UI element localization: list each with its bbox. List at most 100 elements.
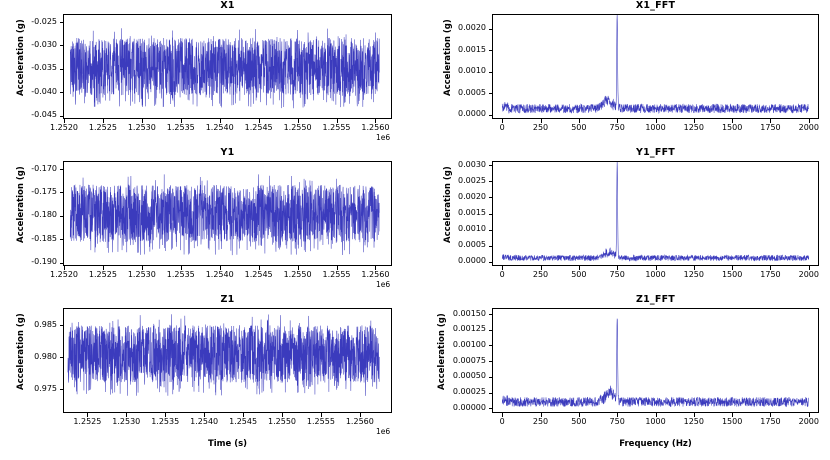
x-tick-label-x1-7: 1.2555 — [322, 123, 351, 132]
plot-area-z1 — [63, 308, 392, 413]
y-tickmark — [488, 408, 492, 410]
y-tick-label-y1_fft-3: 0.0015 — [458, 208, 486, 217]
x-tick-label-z1_fft-5: 1250 — [683, 417, 704, 426]
x-tick-label-z1-6: 1.2555 — [306, 417, 335, 426]
x-tickmark — [336, 266, 338, 270]
plot-title-z1_fft: Z1_FFT — [636, 294, 675, 305]
x-tick-label-x1_fft-5: 1250 — [683, 123, 704, 132]
y-tick-label-z1_fft-6: 0.00150 — [452, 308, 486, 318]
plot-title-z1: Z1 — [220, 294, 235, 305]
plot-panel-x1_fft: X1_FFT 0.0000 0.0005 0.0010 0.0015 0.0020 0 250… — [443, 0, 819, 132]
y-tick-label-x1-1: -0.040 — [31, 86, 57, 96]
x-tickmark — [243, 413, 245, 417]
x-tickmark — [359, 413, 361, 417]
x-tickmark — [732, 119, 734, 123]
x-tick-label-z1_fft-1: 250 — [532, 417, 549, 426]
x-tick-label-y1_fft-3: 750 — [609, 270, 625, 279]
y-tickmark — [488, 329, 492, 331]
y-tickmark — [488, 28, 492, 30]
x-tickmark — [808, 119, 810, 123]
x-tickmark — [336, 119, 338, 123]
x-tickmark — [87, 413, 89, 417]
y-tickmark — [488, 229, 492, 231]
x-tick-label-z1_fft-3: 750 — [609, 417, 625, 426]
x-tick-label-y1_fft-4: 1000 — [645, 270, 666, 279]
y-axis-label-z1_fft: Acceleration (g) — [437, 312, 447, 390]
x-tick-label-z1-2: 1.2535 — [151, 417, 180, 426]
plot-area-y1 — [63, 161, 392, 266]
x-tick-label-z1-5: 1.2550 — [268, 417, 296, 426]
x-tick-label-x1_fft-8: 2000 — [798, 123, 819, 132]
x-tickmark — [141, 266, 143, 270]
y-tick-label-y1-3: -0.175 — [31, 186, 57, 196]
x-tick-label-y1-6: 1.2550 — [283, 270, 312, 279]
y-tick-label-z1-0: 0.975 — [34, 383, 57, 393]
y-tick-label-y1_fft-1: 0.0005 — [458, 240, 486, 250]
x-tickmark — [258, 266, 260, 270]
x-tick-label-y1-4: 1.2540 — [205, 270, 234, 279]
x-tickmark — [204, 413, 206, 417]
y-tick-label-y1-2: -0.180 — [31, 210, 57, 220]
x-tick-label-z1_fft-2: 500 — [571, 417, 587, 426]
x-tickmark — [693, 119, 695, 123]
x-tick-label-x1-3: 1.2535 — [166, 123, 195, 132]
x-tick-label-z1_fft-8: 2000 — [798, 417, 819, 426]
y-tick-label-x1_fft-0: 0.0000 — [458, 109, 486, 119]
y-tick-label-x1_fft-1: 0.0005 — [458, 87, 486, 97]
x-tick-label-x1-5: 1.2545 — [244, 123, 273, 132]
y-tick-label-z1-1: 0.980 — [34, 351, 57, 361]
x-tickmark — [102, 266, 104, 270]
y-tick-label-y1-1: -0.185 — [31, 233, 57, 243]
y-tickmark — [59, 192, 63, 194]
x-tick-label-y1_fft-1: 250 — [532, 270, 549, 279]
y-axis-label-y1: Acceleration (g) — [16, 165, 26, 243]
y-tickmark — [59, 68, 63, 70]
x-tickmark — [258, 119, 260, 123]
x-tick-label-x1-0: 1.2520 — [50, 123, 78, 132]
x-tick-label-x1_fft-7: 1750 — [760, 123, 781, 132]
y-tick-label-y1_fft-4: 0.0020 — [458, 191, 486, 201]
x-axis-offset-x1: 1e6 — [376, 133, 391, 142]
x-tickmark — [770, 413, 772, 417]
x-tickmark — [655, 119, 657, 123]
x-tick-label-x1-6: 1.2550 — [283, 123, 312, 132]
x-tickmark — [770, 119, 772, 123]
y-tick-label-z1_fft-5: 0.00125 — [452, 324, 486, 334]
y-tick-label-x1-3: -0.030 — [31, 39, 57, 49]
x-tickmark — [219, 119, 221, 123]
x-tickmark — [502, 266, 504, 270]
x-tick-label-z1-0: 1.2525 — [73, 417, 102, 426]
x-tick-label-y1_fft-5: 1250 — [683, 270, 704, 279]
y-tickmark — [488, 361, 492, 363]
y-tick-label-z1-2: 0.985 — [34, 319, 57, 329]
x-tick-label-y1-3: 1.2535 — [166, 270, 195, 279]
x-tickmark — [808, 266, 810, 270]
plot-area-y1_fft — [492, 161, 819, 266]
y-tickmark — [59, 325, 63, 327]
y-tickmark — [488, 376, 492, 378]
x-tick-label-y1_fft-6: 1500 — [721, 270, 743, 279]
y-tickmark — [488, 181, 492, 183]
x-tickmark — [297, 266, 299, 270]
x-tickmark — [502, 413, 504, 417]
y-tick-label-x1_fft-2: 0.0010 — [458, 66, 486, 76]
plot-title-y1_fft: Y1_FFT — [636, 147, 675, 158]
y-axis-label-x1: Acceleration (g) — [16, 18, 26, 96]
plot-title-x1_fft: X1_FFT — [635, 0, 676, 11]
y-tick-label-z1_fft-3: 0.00075 — [452, 355, 486, 365]
x-tick-label-z1-1: 1.2530 — [112, 417, 141, 426]
x-tick-label-z1-3: 1.2540 — [190, 417, 219, 426]
x-tickmark — [655, 266, 657, 270]
x-axis-offset-y1: 1e6 — [376, 280, 391, 289]
x-tick-label-y1-7: 1.2555 — [322, 270, 351, 279]
y-tickmark — [59, 92, 63, 94]
x-tickmark — [578, 119, 580, 123]
x-tick-label-z1-4: 1.2545 — [229, 417, 258, 426]
x-tickmark — [297, 119, 299, 123]
x-tick-label-y1-8: 1.2560 — [361, 270, 390, 279]
y-tick-label-x1-4: -0.025 — [31, 16, 57, 26]
y-tickmark — [488, 50, 492, 52]
y-tick-label-y1_fft-0: 0.0000 — [458, 256, 486, 266]
x-tickmark — [732, 413, 734, 417]
y-tickmark — [488, 114, 492, 116]
